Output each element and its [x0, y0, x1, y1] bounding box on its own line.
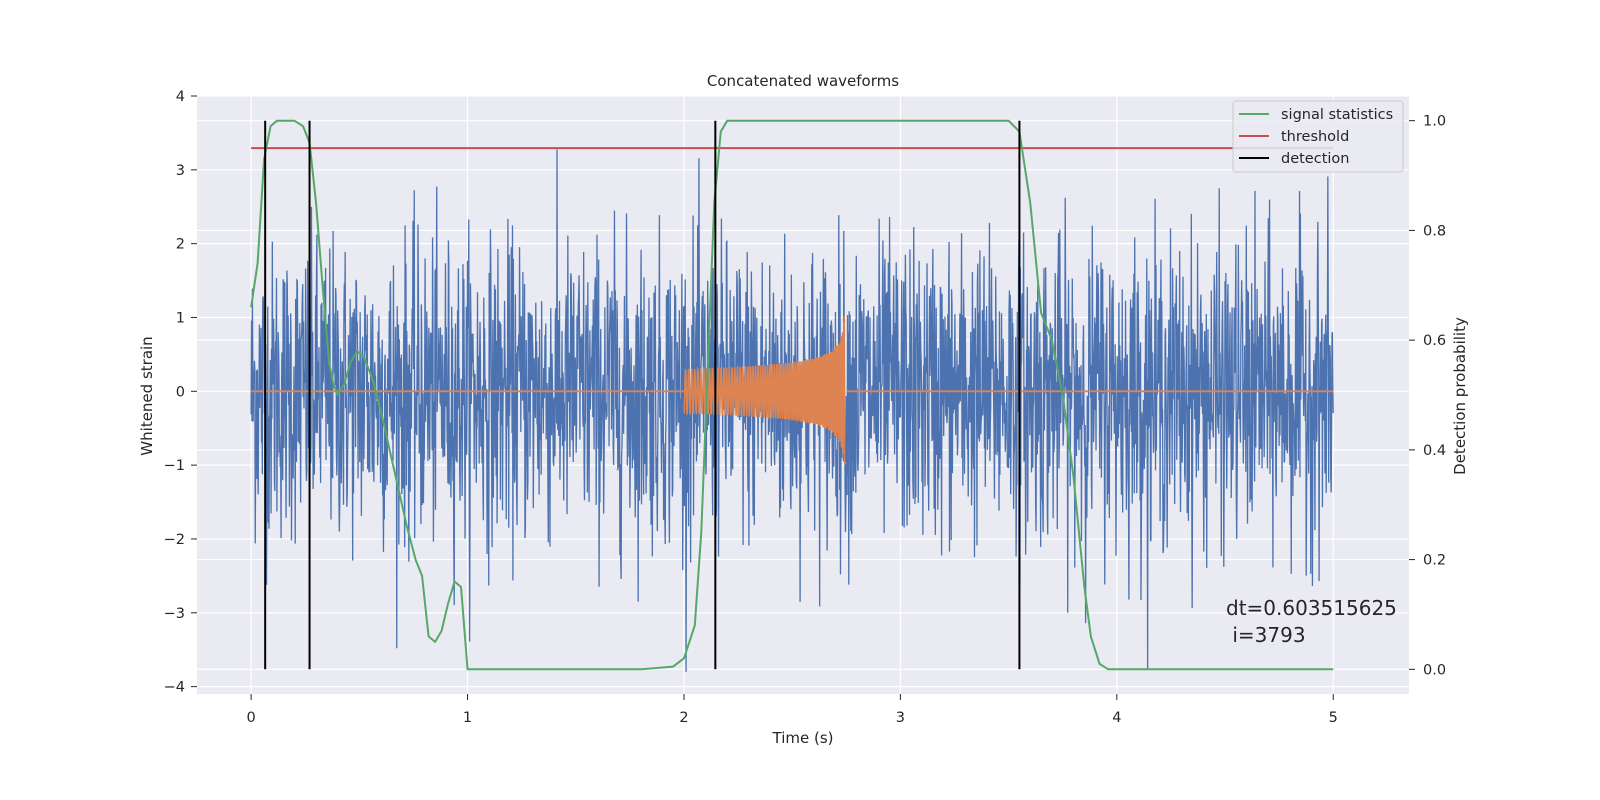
y-tick-label: −3	[164, 606, 185, 622]
signal-statistics-series	[250, 119, 1334, 671]
y2-tick-label: 0.6	[1423, 333, 1446, 349]
y-tick-label: 0	[176, 384, 185, 400]
y-axis-label: Whitened strain	[138, 336, 156, 455]
y2-axis-ticks: 0.0 0.2 0.4 0.6 0.8 1.0	[1409, 114, 1446, 678]
y-axis-ticks: −4 −3 −2 −1 0 1 2 3 4	[164, 89, 197, 696]
legend-box	[1232, 100, 1404, 173]
legend-label-signal-statistics: signal statistics	[1281, 107, 1393, 123]
x-tick-label: 5	[1329, 710, 1338, 726]
y-tick-label: 2	[176, 237, 185, 253]
x-axis-ticks: 0 1 2 3 4 5	[246, 694, 1338, 726]
y-tick-label: 1	[176, 310, 185, 326]
y-tick-label: 3	[176, 163, 185, 179]
legend-label-threshold: threshold	[1281, 129, 1349, 145]
x-tick-label: 2	[679, 710, 688, 726]
y-tick-label: −2	[164, 532, 185, 548]
y2-tick-label: 0.0	[1423, 662, 1446, 678]
template-chirp-line	[683, 315, 847, 465]
x-tick-label: 4	[1112, 710, 1121, 726]
y2-tick-label: 1.0	[1423, 114, 1446, 130]
template-series	[251, 315, 1334, 465]
y2-axis-label: Detection probability	[1451, 317, 1469, 475]
x-tick-label: 1	[463, 710, 472, 726]
y-tick-label: −1	[164, 458, 185, 474]
y-tick-label: −4	[164, 680, 185, 696]
detection-lines	[264, 120, 1021, 670]
y-tick-label: 4	[176, 89, 185, 105]
legend: signal statistics threshold detection	[1232, 100, 1404, 173]
y2-tick-label: 0.8	[1423, 223, 1446, 239]
x-axis-label: Time (s)	[772, 729, 834, 747]
y2-tick-label: 0.4	[1423, 443, 1446, 459]
y2-tick-label: 0.2	[1423, 553, 1446, 569]
annotation-dt: dt=0.603515625	[1226, 596, 1397, 620]
signal-statistics-line	[250, 119, 1334, 671]
annotation-i: i=3793	[1226, 623, 1306, 647]
x-tick-label: 0	[246, 710, 255, 726]
x-tick-label: 3	[896, 710, 905, 726]
legend-label-detection: detection	[1281, 151, 1349, 167]
chart-title: Concatenated waveforms	[707, 72, 899, 90]
